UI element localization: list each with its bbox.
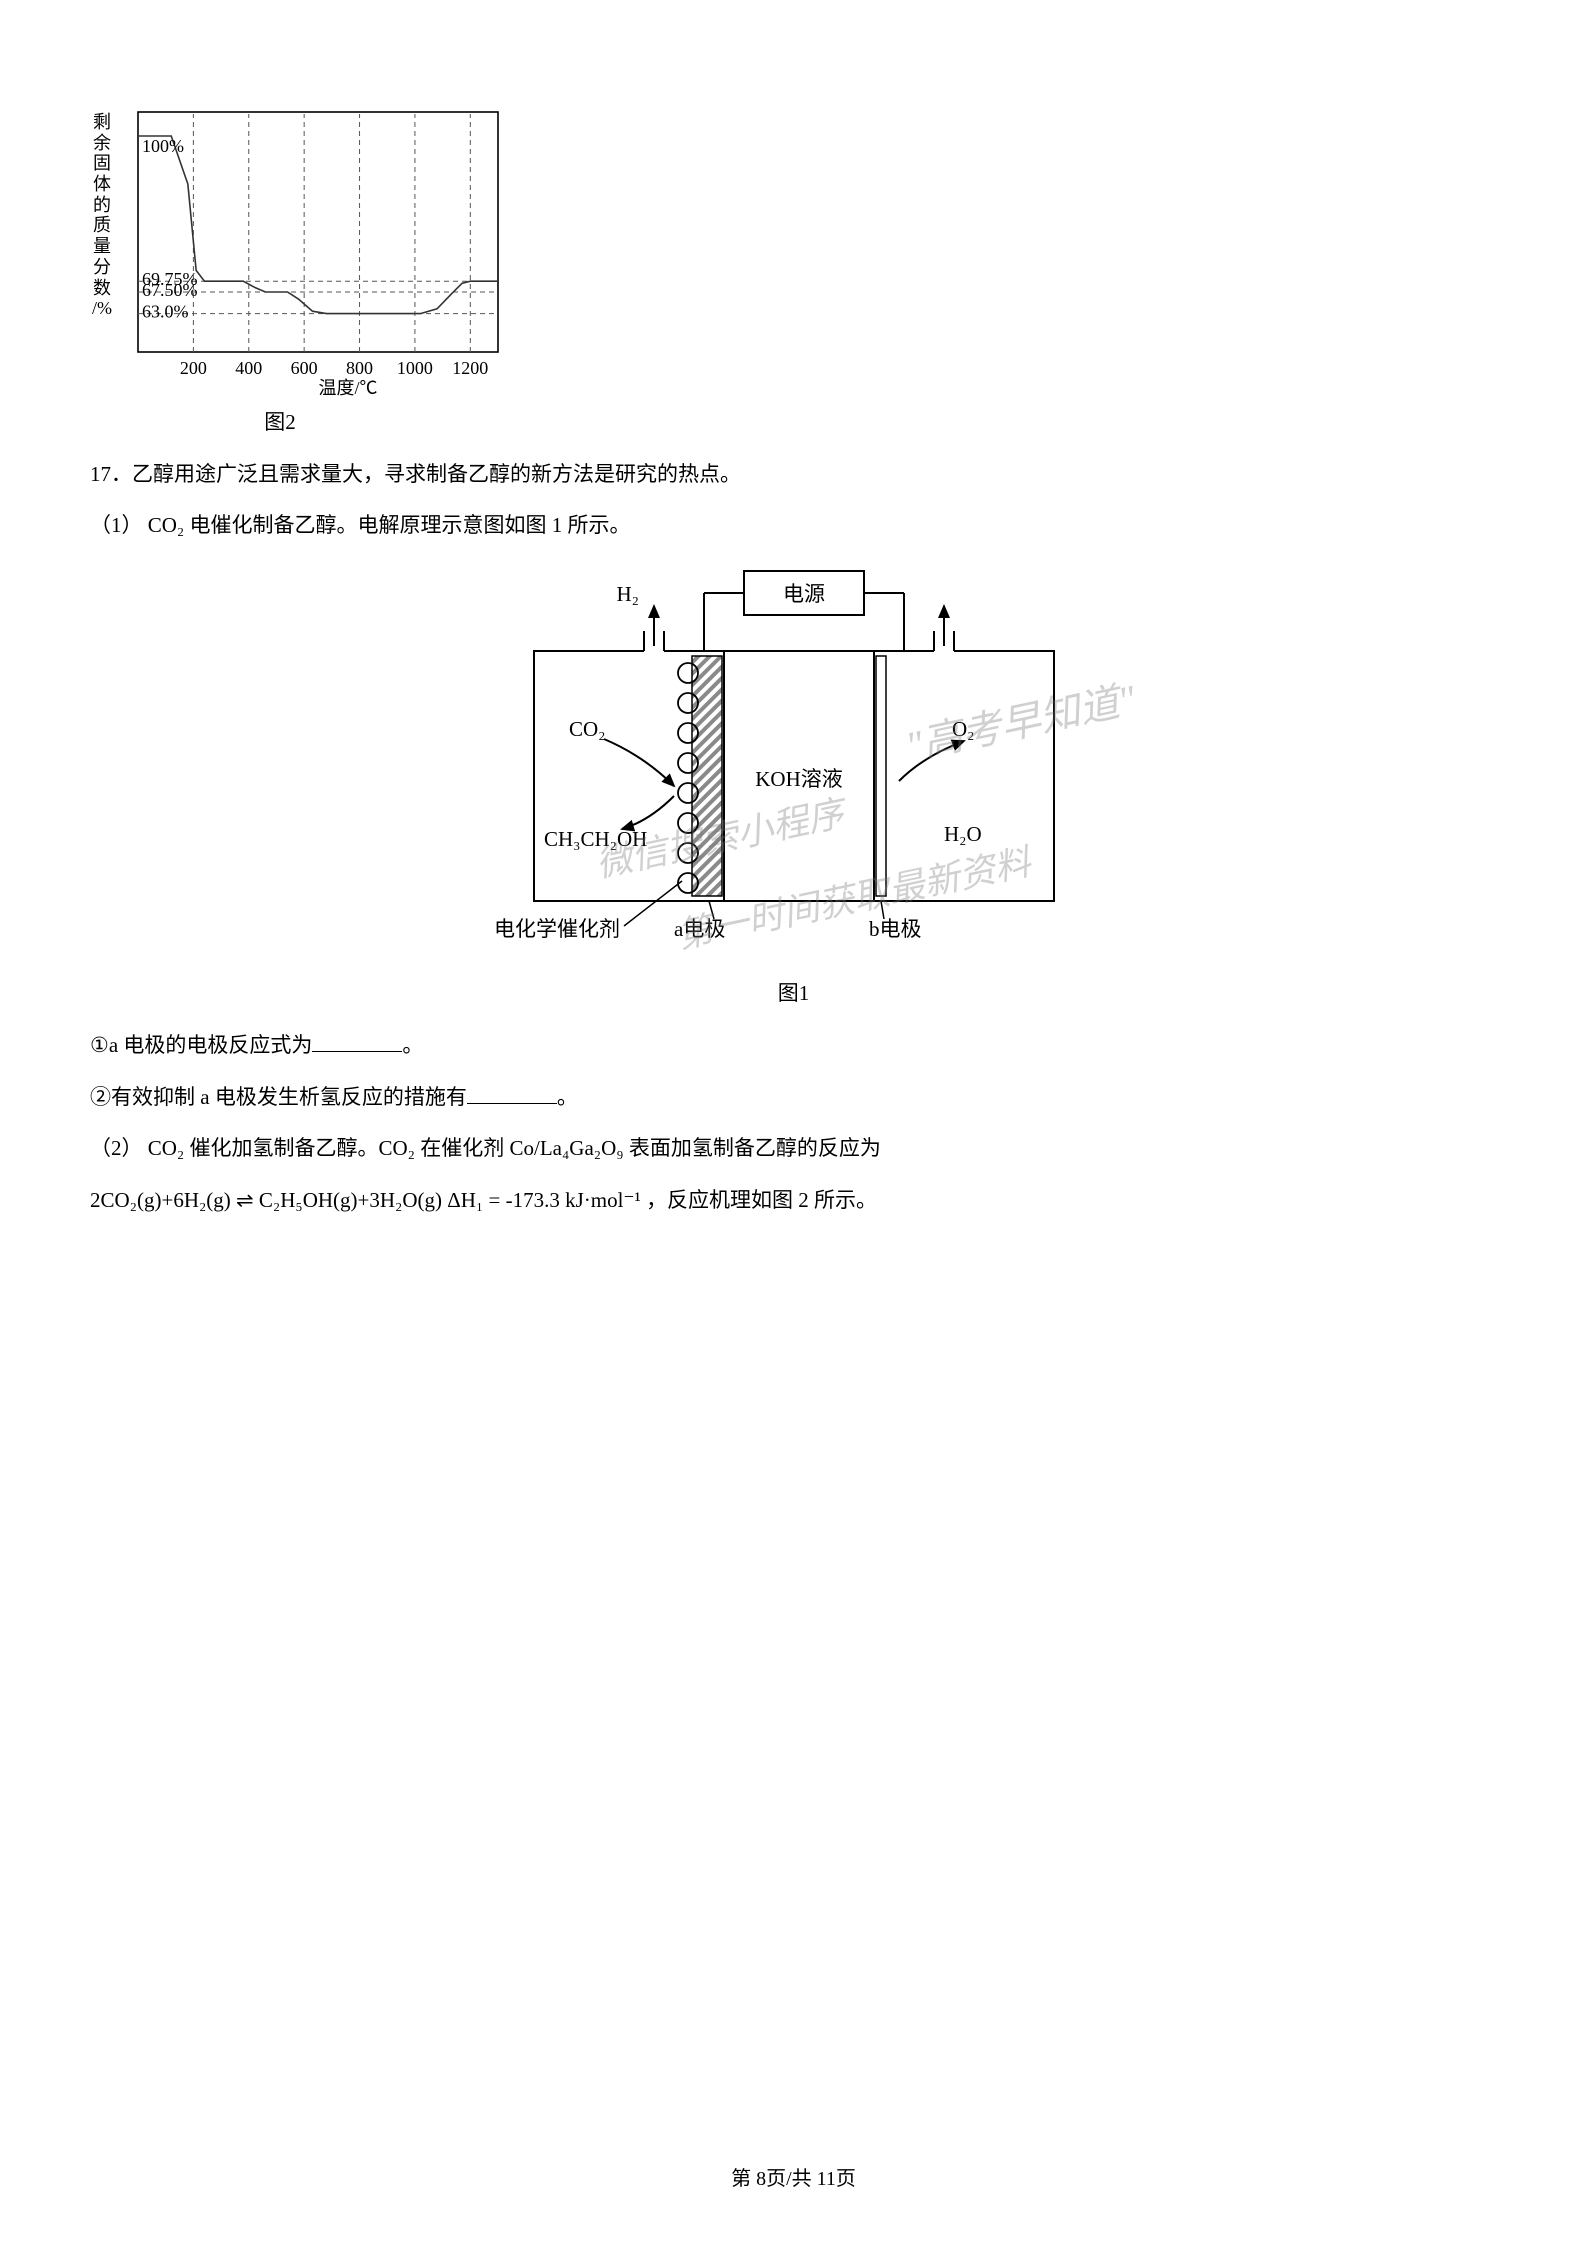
- svg-text:a电极: a电极: [674, 917, 725, 941]
- q17-p2a: （2） CO₂ 催化加氢制备乙醇。CO₂ 在催化剂 Co/La₄Ga₂O₉ 表面…: [90, 1132, 1497, 1166]
- q17-intro: 17．乙醇用途广泛且需求量大，寻求制备乙醇的新方法是研究的热点。: [90, 458, 1497, 492]
- diagram1-svg: 电源 H₂ KOH溶液 CO₂ CH₃CH₂OH O₂ H₂O 电化学催化剂 a电极 b电极: [474, 561, 1114, 961]
- q17-eq-line: 2CO₂(g)+6H₂(g) ⇌ C₂H₅OH(g)+3H₂O(g) ΔH₁ =…: [90, 1184, 1497, 1218]
- svg-text:b电极: b电极: [869, 917, 922, 941]
- svg-text:100%: 100%: [142, 136, 184, 156]
- chart2-ylabel: 剩余固体的质量分数 /%: [92, 112, 112, 319]
- svg-text:O₂: O₂: [952, 717, 975, 741]
- svg-text:电化学催化剂: 电化学催化剂: [494, 917, 620, 941]
- blank-2[interactable]: [467, 1083, 557, 1104]
- chart2-yunit: /%: [92, 298, 112, 318]
- q17-eq-tail: ，反应机理如图 2 所示。: [641, 1188, 877, 1212]
- q17-eq: 2CO₂(g)+6H₂(g) ⇌ C₂H₅OH(g)+3H₂O(g) ΔH₁ =…: [90, 1188, 641, 1212]
- chart2-block: 剩余固体的质量分数 /% 100%69.75%67.50%63.0%200400…: [90, 100, 510, 440]
- q17-sub1: ①a 电极的电极反应式为: [90, 1033, 312, 1057]
- q17-sub2-line: ②有效抑制 a 电极发生析氢反应的措施有 。: [90, 1081, 1497, 1115]
- q17-sub1-line: ①a 电极的电极反应式为 。: [90, 1029, 1497, 1063]
- chart2-svg: 100%69.75%67.50%63.0%2004006008001000120…: [90, 100, 510, 400]
- diagram1-caption: 图1: [474, 977, 1114, 1011]
- svg-text:电源: 电源: [783, 582, 825, 606]
- svg-text:H₂: H₂: [616, 582, 639, 606]
- svg-text:1000: 1000: [397, 358, 433, 378]
- blank-1[interactable]: [312, 1031, 402, 1052]
- diagram1-block: 电源 H₂ KOH溶液 CO₂ CH₃CH₂OH O₂ H₂O 电化学催化剂 a电极 b电极 图1…: [474, 561, 1114, 1011]
- svg-text:400: 400: [235, 358, 262, 378]
- svg-text:600: 600: [291, 358, 318, 378]
- svg-text:63.0%: 63.0%: [142, 302, 189, 322]
- chart2-ylabel-text: 剩余固体的质量分数: [93, 112, 111, 298]
- q17-sub1-end: 。: [402, 1033, 423, 1057]
- page-footer: 第 8页/共 11页: [0, 2163, 1587, 2195]
- svg-text:CO₂: CO₂: [569, 717, 606, 741]
- svg-text:温度/℃: 温度/℃: [318, 378, 377, 398]
- page: 剩余固体的质量分数 /% 100%69.75%67.50%63.0%200400…: [0, 0, 1587, 2245]
- chart2-caption: 图2: [90, 406, 470, 440]
- q17-p1: （1） CO₂ 电催化制备乙醇。电解原理示意图如图 1 所示。: [90, 509, 1497, 543]
- svg-text:KOH溶液: KOH溶液: [755, 767, 843, 791]
- svg-text:200: 200: [180, 358, 207, 378]
- svg-text:1200: 1200: [452, 358, 488, 378]
- q17-sub2-end: 。: [557, 1085, 578, 1109]
- svg-text:CH₃CH₂OH: CH₃CH₂OH: [544, 827, 647, 851]
- svg-text:800: 800: [346, 358, 373, 378]
- svg-text:67.50%: 67.50%: [142, 280, 198, 300]
- svg-text:H₂O: H₂O: [944, 822, 982, 846]
- q17-sub2: ②有效抑制 a 电极发生析氢反应的措施有: [90, 1085, 467, 1109]
